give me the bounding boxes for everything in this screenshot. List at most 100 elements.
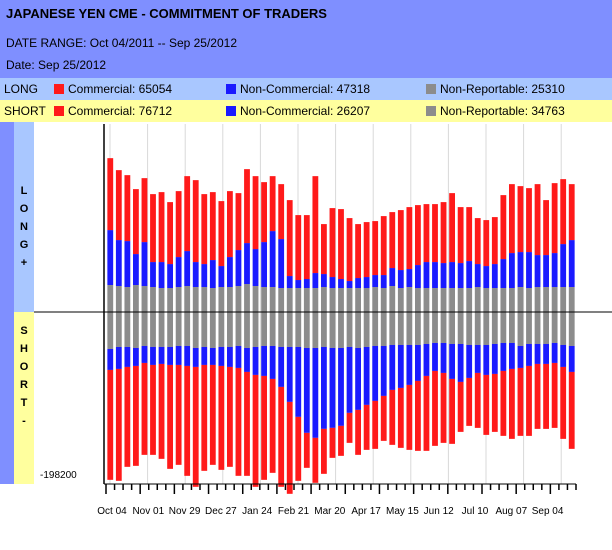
bar-long-commercial xyxy=(312,176,319,274)
bar-long-non-commercial xyxy=(355,278,361,289)
short-letter: S xyxy=(20,325,28,337)
bar-long-commercial xyxy=(543,200,549,256)
bar-short-non-commercial xyxy=(252,346,259,375)
bar-long-non-commercial xyxy=(338,279,344,289)
bar-long-non-commercial xyxy=(440,263,447,289)
bar-long-non-commercial xyxy=(115,240,122,287)
bar-long-non-reportable xyxy=(107,285,114,312)
bar-short-non-commercial xyxy=(303,347,310,433)
legend-noncommercial-swatch xyxy=(226,84,236,94)
bar-short-commercial xyxy=(415,380,421,451)
bar-short-non-reportable xyxy=(261,312,267,346)
legend-nonreportable-swatch xyxy=(426,106,436,116)
bar-long-commercial xyxy=(158,192,165,263)
bar-long-commercial xyxy=(175,191,182,258)
chart-title: JAPANESE YEN CME - COMMITMENT OF TRADERS xyxy=(6,6,327,21)
bar-long-non-commercial xyxy=(286,276,293,289)
bar-short-commercial xyxy=(509,368,515,439)
bar-long-commercial xyxy=(526,188,532,253)
bar-short-non-commercial xyxy=(372,345,379,401)
bar-short-non-reportable xyxy=(329,312,336,348)
bar-long-non-commercial xyxy=(141,242,148,287)
legend-commercial-swatch xyxy=(54,84,64,94)
bar-short-commercial xyxy=(397,387,404,448)
bar-short-non-reportable xyxy=(286,312,293,347)
bar-short-non-commercial xyxy=(141,345,148,363)
bar-long-non-reportable xyxy=(329,288,336,312)
x-tick-label: May 15 xyxy=(386,506,419,517)
bar-short-non-commercial xyxy=(509,342,515,369)
bar-long-non-commercial xyxy=(150,262,156,288)
bar-long-non-reportable xyxy=(235,286,242,312)
bar-long-commercial xyxy=(107,158,114,231)
bar-long-commercial xyxy=(551,183,558,254)
bar-long-non-commercial xyxy=(432,262,438,289)
bar-long-non-reportable xyxy=(517,287,524,312)
bar-long-commercial xyxy=(346,218,353,282)
bar-long-non-reportable xyxy=(457,288,464,312)
bar-short-commercial xyxy=(500,370,507,436)
bar-short-non-commercial xyxy=(321,346,327,429)
bar-long-non-commercial xyxy=(107,230,114,286)
bar-long-non-reportable xyxy=(466,288,473,312)
bar-short-commercial xyxy=(269,378,276,473)
bar-short-commercial xyxy=(389,389,396,445)
bar-short-non-commercial xyxy=(261,345,267,376)
long-letter: N xyxy=(20,221,28,233)
bar-short-non-reportable xyxy=(355,312,361,348)
bar-short-non-commercial xyxy=(107,348,114,370)
bar-short-non-commercial xyxy=(218,346,225,366)
bar-long-commercial xyxy=(150,194,156,263)
bar-long-non-reportable xyxy=(440,288,447,312)
bar-short-commercial xyxy=(278,386,285,487)
bar-long-non-reportable xyxy=(218,287,225,312)
bar-long-non-reportable xyxy=(124,287,131,312)
x-tick-label: Oct 04 xyxy=(97,506,127,517)
bar-long-commercial xyxy=(560,179,567,245)
bar-short-non-reportable xyxy=(227,312,233,347)
bar-long-non-reportable xyxy=(312,288,319,312)
bar-short-commercial xyxy=(227,366,233,467)
bar-short-commercial xyxy=(244,371,250,476)
bar-long-commercial xyxy=(295,215,302,281)
short-vertical-label: S H O R T - xyxy=(14,322,34,430)
bar-long-commercial xyxy=(500,195,507,260)
bar-long-commercial xyxy=(380,216,387,276)
bar-long-commercial xyxy=(509,184,515,254)
bar-long-non-commercial xyxy=(474,264,481,288)
x-tick-label: Sep 04 xyxy=(532,506,564,517)
bar-short-non-reportable xyxy=(534,312,541,344)
bar-short-non-reportable xyxy=(432,312,438,343)
bar-short-non-commercial xyxy=(192,347,199,367)
bar-long-non-reportable xyxy=(303,288,310,312)
bar-long-non-reportable xyxy=(560,287,567,312)
bar-long-non-reportable xyxy=(526,288,532,312)
long-vertical-label: L O N G + xyxy=(14,182,34,272)
bar-short-non-commercial xyxy=(209,347,216,365)
bar-long-non-reportable xyxy=(158,288,165,312)
bar-short-non-commercial xyxy=(158,346,165,364)
legend-short-nonreportable: Non-Reportable: 34763 xyxy=(440,104,565,118)
bar-short-commercial xyxy=(432,370,438,446)
bar-short-commercial xyxy=(115,368,122,481)
bar-long-non-reportable xyxy=(363,288,370,312)
bar-long-non-commercial xyxy=(329,277,336,289)
bar-long-non-reportable xyxy=(397,288,404,312)
date-range-text: DATE RANGE: Oct 04/2011 -- Sep 25/2012 xyxy=(6,36,237,50)
bar-long-non-commercial xyxy=(167,264,173,289)
bar-long-non-reportable xyxy=(167,288,173,312)
bar-short-non-reportable xyxy=(209,312,216,348)
bar-short-non-commercial xyxy=(397,344,404,388)
bar-short-non-commercial xyxy=(389,344,396,390)
bar-short-commercial xyxy=(321,428,327,474)
bar-long-non-reportable xyxy=(346,288,353,312)
bar-long-non-commercial xyxy=(192,262,199,288)
bar-long-commercial xyxy=(389,212,396,269)
bar-long-non-reportable xyxy=(295,288,302,312)
bar-short-non-reportable xyxy=(252,312,259,347)
bar-short-commercial xyxy=(551,362,558,428)
bar-long-commercial xyxy=(115,170,122,241)
x-tick-label: Dec 27 xyxy=(205,506,237,517)
bar-long-non-reportable xyxy=(269,287,276,312)
bar-short-non-reportable xyxy=(124,312,131,347)
